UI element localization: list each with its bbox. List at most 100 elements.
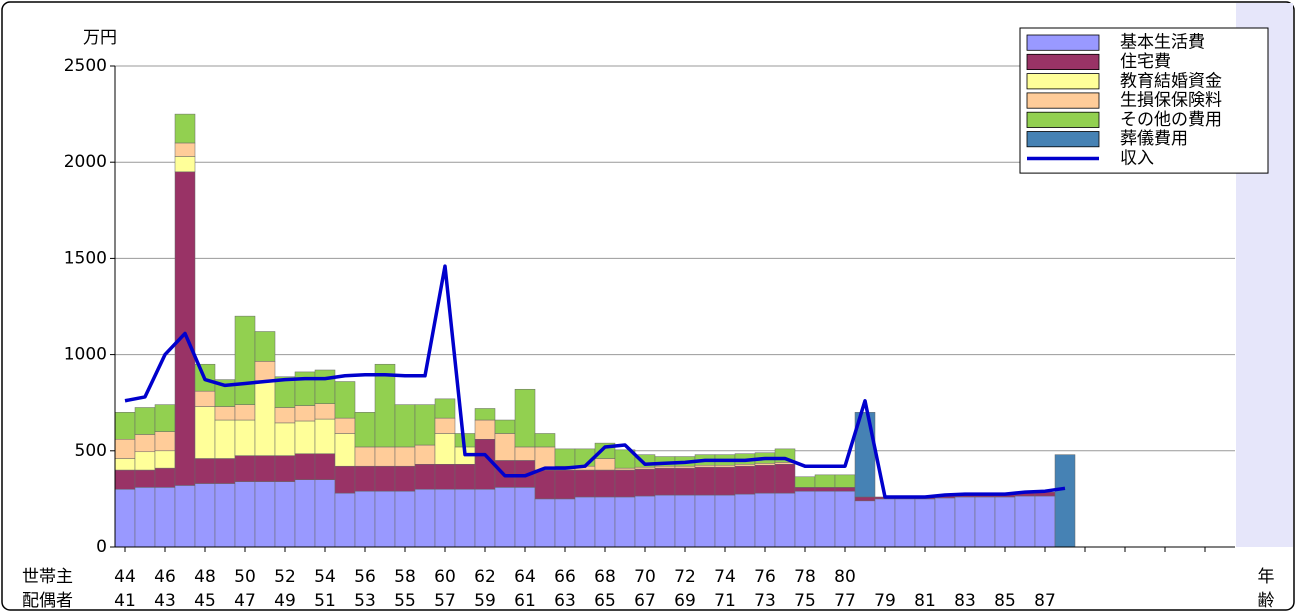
bar-segment — [614, 496, 636, 548]
bar-segment — [394, 404, 416, 448]
x-tick-label: 60 — [434, 567, 456, 587]
bar-segment — [594, 469, 616, 498]
bar-segment — [974, 496, 996, 548]
x-tick-label: 55 — [394, 591, 416, 611]
x-tick-label: 54 — [314, 567, 336, 587]
bar-segment — [874, 498, 896, 548]
bar-segment — [114, 469, 136, 490]
bar-segment — [334, 465, 356, 494]
bar-segment — [554, 498, 576, 548]
bar-segment — [474, 419, 496, 440]
legend-swatch — [1026, 34, 1100, 51]
bar-segment — [374, 490, 396, 548]
bar-segment — [114, 439, 136, 459]
bar-segment — [394, 490, 416, 548]
bar-segment — [554, 448, 576, 467]
bar-segment — [374, 465, 396, 492]
bar-segment — [174, 156, 196, 173]
bar-segment — [1014, 495, 1036, 548]
x-tick-label: 75 — [794, 591, 816, 611]
bar-segment — [334, 381, 356, 419]
bar-segment — [214, 483, 236, 548]
x-tick-label: 70 — [634, 567, 656, 587]
bar-segment — [234, 404, 256, 421]
bar-segment — [214, 406, 236, 421]
bar-segment — [534, 498, 556, 548]
bar-segment — [394, 465, 416, 492]
income-line — [124, 264, 1066, 499]
bar-segment — [274, 407, 296, 424]
x-tick-label: 51 — [314, 591, 336, 611]
bar-segment — [214, 458, 236, 484]
bar-segment — [374, 446, 396, 467]
bar-segment — [654, 494, 676, 548]
x-tick-label: 65 — [594, 591, 616, 611]
bar-segment — [414, 464, 436, 490]
bar-segment — [354, 446, 376, 467]
x-tick-label: 63 — [554, 591, 576, 611]
bar-segment — [414, 444, 436, 465]
bar-segment — [794, 490, 816, 548]
bar-segment — [674, 494, 696, 548]
bar-segment — [434, 417, 456, 434]
bar-segment — [634, 495, 656, 548]
x-tick-label: 58 — [394, 567, 416, 587]
x-tick-label: 74 — [714, 567, 736, 587]
x-tick-label: 76 — [754, 567, 776, 587]
bar-segment — [774, 492, 796, 548]
bar-segment — [454, 489, 476, 548]
bar-segment — [714, 466, 736, 496]
bar-segment — [694, 494, 716, 548]
bar-segment — [314, 418, 336, 454]
bar-segment — [314, 403, 336, 420]
bar-segment — [794, 476, 816, 488]
bar-segment — [674, 467, 696, 496]
bar-segment — [494, 433, 516, 461]
bar-segment — [1034, 495, 1056, 548]
bar-segment — [734, 464, 756, 467]
bar-segment — [314, 369, 336, 404]
bar-segment — [494, 419, 516, 434]
bar-segment — [754, 463, 776, 466]
bar-segment — [894, 498, 916, 548]
x-tick-label: 49 — [274, 591, 296, 611]
bar-segment — [494, 487, 516, 548]
x-tick-label: 46 — [154, 567, 176, 587]
x-tick-label: 41 — [114, 591, 136, 611]
bar-segment — [514, 487, 536, 548]
bar-segment — [174, 485, 196, 548]
x-axis-label: 齢 — [1258, 591, 1275, 611]
bar-segment — [134, 469, 156, 488]
bar-segment — [674, 465, 696, 469]
bar-segment — [474, 408, 496, 421]
bar-segment — [434, 398, 456, 419]
bar-segment — [694, 464, 716, 468]
x-row-name: 配偶者 — [22, 591, 73, 611]
bar-segment — [154, 431, 176, 452]
bar-segment — [294, 420, 316, 454]
bar-segment — [814, 487, 836, 492]
bar-segment — [174, 142, 196, 157]
bar-segment — [574, 469, 596, 498]
legend-swatch — [1026, 92, 1100, 109]
bar-segment — [354, 465, 376, 492]
x-tick-label: 56 — [354, 567, 376, 587]
y-tick-label: 2000 — [64, 152, 107, 172]
bar-segment — [1054, 454, 1076, 548]
bar-segment — [754, 492, 776, 548]
bar-segment — [154, 450, 176, 469]
x-tick-label: 72 — [674, 567, 696, 587]
legend-label: その他の費用 — [1120, 110, 1222, 130]
legend-label: 基本生活費 — [1120, 33, 1205, 53]
legend-swatch — [1026, 53, 1100, 70]
x-tick-label: 44 — [114, 567, 136, 587]
bar-segment — [294, 453, 316, 480]
x-tick-label: 61 — [514, 591, 536, 611]
legend-label: 教育結婚資金 — [1120, 71, 1222, 91]
legend-label: 住宅費 — [1120, 52, 1171, 72]
y-axis-label: 万円 — [83, 28, 117, 48]
bar-segment — [814, 490, 836, 548]
bar-segment — [234, 455, 256, 482]
bar-segment — [194, 458, 216, 484]
